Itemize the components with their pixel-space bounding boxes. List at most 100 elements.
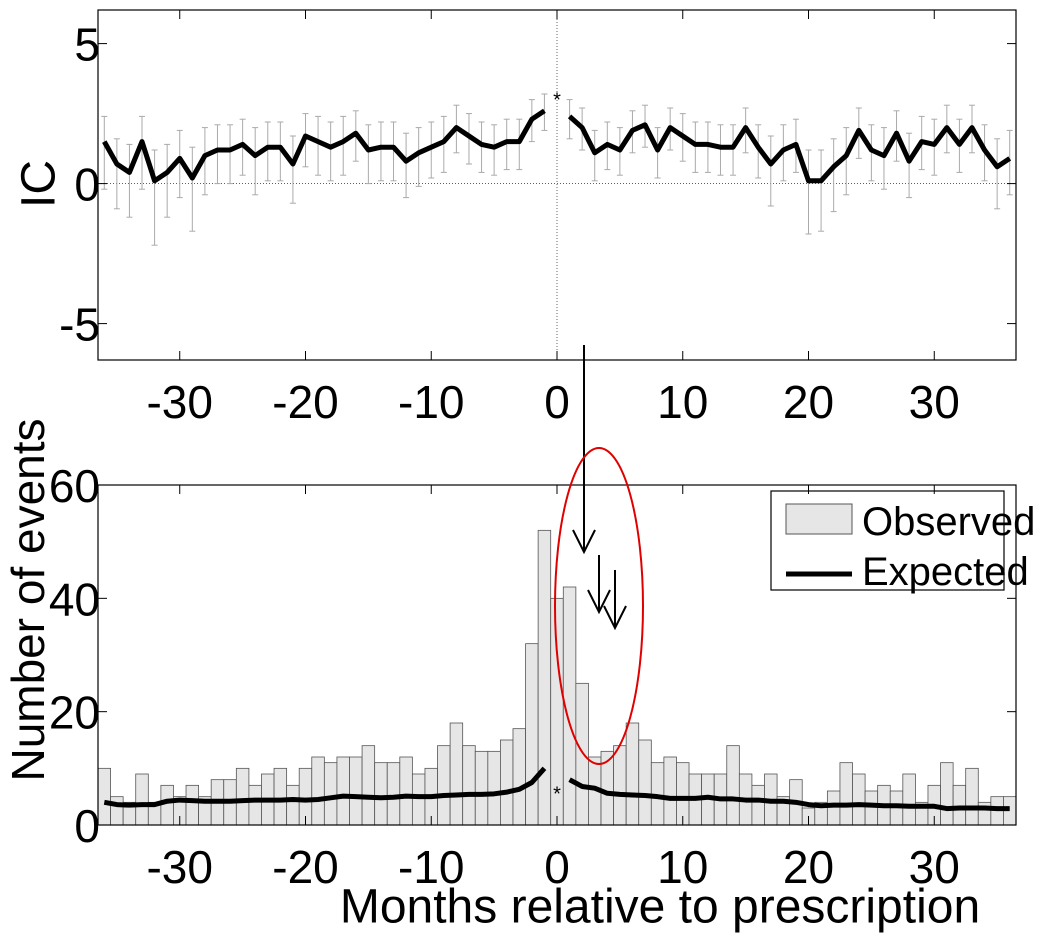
bar [500, 739, 514, 826]
error-bar [591, 129, 598, 182]
error-bar [692, 121, 699, 173]
error-bar [843, 127, 850, 196]
error-bar [139, 115, 146, 190]
bar [273, 767, 288, 826]
y-tick-label: -5 [59, 299, 100, 351]
bar [751, 784, 765, 826]
error-bar [704, 121, 711, 173]
error-bar [252, 127, 259, 196]
y-tick-label: 60 [49, 460, 100, 512]
x-tick-label: 10 [657, 376, 708, 428]
bar [940, 762, 954, 826]
bar [512, 728, 526, 826]
bar [110, 796, 124, 826]
error-bar [189, 146, 196, 232]
error-bar [931, 118, 938, 176]
data-line [102, 108, 1012, 184]
error-bar [227, 124, 234, 185]
bar [336, 756, 350, 826]
bar [726, 745, 740, 826]
bar [826, 790, 841, 826]
error-bar [289, 135, 296, 204]
arrow-head [603, 605, 627, 631]
bar [349, 756, 363, 826]
highlight-ellipse [554, 447, 644, 765]
bar [474, 750, 489, 826]
x-tick-label: -30 [146, 376, 212, 428]
y-tick-label: 0 [74, 800, 100, 852]
bar [449, 722, 464, 826]
bar [160, 784, 174, 826]
error-bar [428, 121, 435, 179]
error-bar [478, 121, 485, 173]
bar [399, 756, 413, 826]
error-bar [830, 138, 837, 213]
x-tick-label: 30 [909, 376, 960, 428]
bar [323, 762, 338, 826]
bar [135, 773, 149, 826]
x-tick-label: 20 [783, 376, 834, 428]
x-tick-label: -30 [146, 841, 212, 893]
bar [625, 722, 640, 826]
center-marker: * [553, 783, 561, 805]
bar [902, 773, 916, 826]
bar [411, 773, 426, 826]
error-bar [164, 143, 171, 218]
bar [286, 784, 300, 826]
x-tick-label: -20 [272, 841, 338, 893]
error-bar [818, 149, 825, 232]
error-bar [880, 127, 887, 190]
legend-label: Observed [862, 500, 1035, 544]
error-bar [113, 138, 120, 210]
bar [952, 784, 967, 826]
y-tick-label: 0 [74, 159, 100, 211]
error-bar [767, 135, 774, 207]
arrow-head [572, 529, 596, 555]
bar [487, 750, 501, 826]
error-bar [868, 124, 875, 182]
bar [185, 784, 200, 826]
error-bar [277, 121, 284, 182]
error-bar [151, 149, 158, 246]
arrow-head [587, 589, 611, 615]
error-bar [403, 132, 410, 199]
error-bar [101, 115, 108, 190]
bar [575, 682, 589, 826]
bar [386, 762, 401, 826]
bar [525, 643, 539, 826]
bar [374, 762, 388, 826]
error-bar [201, 127, 208, 196]
error-bar [503, 118, 510, 171]
error-bar [390, 121, 397, 182]
error-bar [340, 115, 347, 176]
error-bar [440, 115, 447, 173]
x-axis-label: Months relative to prescription [340, 881, 980, 934]
x-tick-label: -10 [398, 376, 464, 428]
error-bar [994, 138, 1001, 210]
annotation [554, 345, 644, 765]
error-bar [906, 132, 913, 199]
x-tick-label: -10 [398, 841, 464, 893]
error-bar [516, 118, 523, 171]
error-bar [327, 121, 334, 182]
bar [613, 745, 627, 826]
error-bar [126, 143, 133, 218]
y-tick-label: 40 [49, 573, 100, 625]
y-axis-label: IC [13, 160, 66, 208]
error-bar [717, 124, 724, 176]
error-bar [491, 124, 498, 176]
bar [676, 762, 690, 826]
bar [437, 745, 451, 826]
error-bar [654, 127, 661, 179]
x-tick-label: -20 [272, 376, 338, 428]
y-tick-label: 20 [49, 687, 100, 739]
error-bar [176, 129, 183, 199]
legend-label: Expected [862, 550, 1029, 594]
error-bar [755, 124, 762, 179]
bar [864, 790, 879, 826]
bar [663, 756, 677, 826]
error-bar [315, 115, 322, 176]
y-tick-label: 5 [74, 19, 100, 71]
bar [638, 739, 652, 826]
